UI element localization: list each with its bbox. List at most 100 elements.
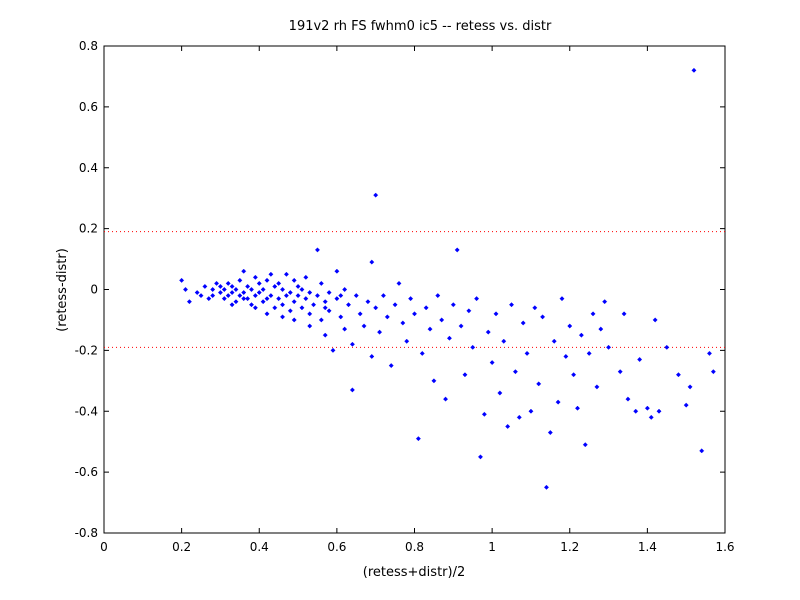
data-point	[179, 277, 185, 283]
data-point	[559, 296, 565, 302]
data-point	[380, 293, 386, 299]
data-point	[373, 192, 379, 198]
y-tick-label: -0.6	[75, 465, 98, 479]
data-point	[435, 293, 441, 299]
data-point	[299, 305, 305, 311]
data-point	[644, 405, 650, 411]
data-point	[249, 302, 254, 308]
data-point	[384, 314, 390, 320]
data-point	[276, 296, 282, 302]
data-point	[260, 299, 266, 305]
data-point	[699, 448, 705, 454]
data-point	[330, 347, 336, 353]
x-tick-label: 0	[100, 540, 108, 554]
data-point	[217, 283, 223, 289]
data-point	[229, 302, 235, 308]
data-point	[264, 311, 270, 317]
data-point	[307, 311, 313, 317]
data-point	[648, 414, 654, 420]
data-point	[229, 283, 235, 289]
data-point	[249, 287, 254, 292]
data-point	[353, 293, 359, 299]
data-point	[295, 293, 301, 299]
data-point	[272, 283, 278, 289]
data-point	[245, 296, 251, 302]
data-point	[291, 317, 297, 323]
data-point	[489, 360, 495, 366]
data-point	[423, 305, 429, 311]
data-point	[408, 296, 414, 302]
data-point	[264, 277, 270, 283]
data-point	[466, 308, 472, 314]
chart-title: 191v2 rh FS fwhm0 ic5 -- retess vs. dist…	[289, 19, 552, 34]
data-point	[338, 293, 344, 299]
x-tick-label: 0.4	[250, 540, 269, 554]
data-point	[485, 329, 491, 335]
data-point	[675, 372, 681, 378]
data-point	[210, 293, 216, 299]
y-tick-label: 0	[90, 283, 98, 297]
data-point	[415, 436, 421, 442]
data-point	[412, 311, 417, 317]
data-point	[349, 341, 355, 347]
data-point	[691, 67, 697, 73]
data-point	[322, 305, 328, 311]
data-point	[582, 442, 588, 448]
data-point	[575, 405, 580, 411]
data-point	[633, 408, 639, 414]
data-point	[637, 357, 643, 362]
data-point	[687, 384, 693, 390]
data-point	[198, 293, 204, 299]
data-point	[361, 323, 367, 329]
data-point	[307, 290, 313, 296]
data-point	[194, 290, 200, 296]
data-point	[318, 317, 324, 323]
x-axis-ticks: 0 0.2 0.4 0.6 0.8 1 1.2 1.4 1.6	[100, 46, 735, 554]
data-point	[606, 344, 612, 350]
data-point	[369, 353, 375, 359]
data-point	[516, 414, 522, 420]
data-point	[443, 396, 449, 402]
data-point	[578, 332, 584, 338]
data-point	[462, 372, 468, 378]
data-point	[342, 287, 348, 292]
data-point	[214, 280, 220, 286]
data-point	[342, 326, 348, 332]
data-point	[594, 384, 600, 390]
data-point	[276, 280, 282, 286]
data-point	[322, 299, 328, 305]
data-point	[326, 290, 332, 296]
data-point	[349, 387, 355, 393]
data-point	[283, 293, 289, 299]
data-point	[377, 329, 383, 335]
data-point	[419, 350, 425, 356]
plot-area	[103, 45, 726, 534]
data-point	[280, 314, 286, 320]
y-axis-label: (retess-distr)	[55, 248, 70, 332]
data-point	[202, 283, 208, 289]
data-point	[706, 350, 712, 356]
data-point	[334, 268, 340, 274]
data-point	[512, 369, 518, 375]
data-point	[291, 299, 297, 305]
data-point	[474, 296, 480, 302]
data-point	[683, 402, 689, 408]
data-point	[280, 287, 286, 292]
y-tick-label: -0.2	[75, 343, 98, 357]
data-point	[602, 299, 608, 305]
data-point	[528, 408, 534, 414]
data-point	[221, 287, 227, 292]
data-point	[404, 338, 410, 344]
data-point	[245, 283, 251, 289]
data-point	[369, 259, 375, 265]
y-tick-label: 0.8	[79, 39, 98, 53]
data-point	[532, 305, 538, 311]
data-point	[617, 369, 623, 375]
data-point	[567, 323, 573, 329]
data-point	[291, 277, 297, 283]
data-point	[252, 305, 258, 311]
data-point	[346, 302, 352, 308]
data-point	[497, 390, 503, 396]
data-point	[446, 335, 452, 341]
data-point	[338, 314, 344, 320]
